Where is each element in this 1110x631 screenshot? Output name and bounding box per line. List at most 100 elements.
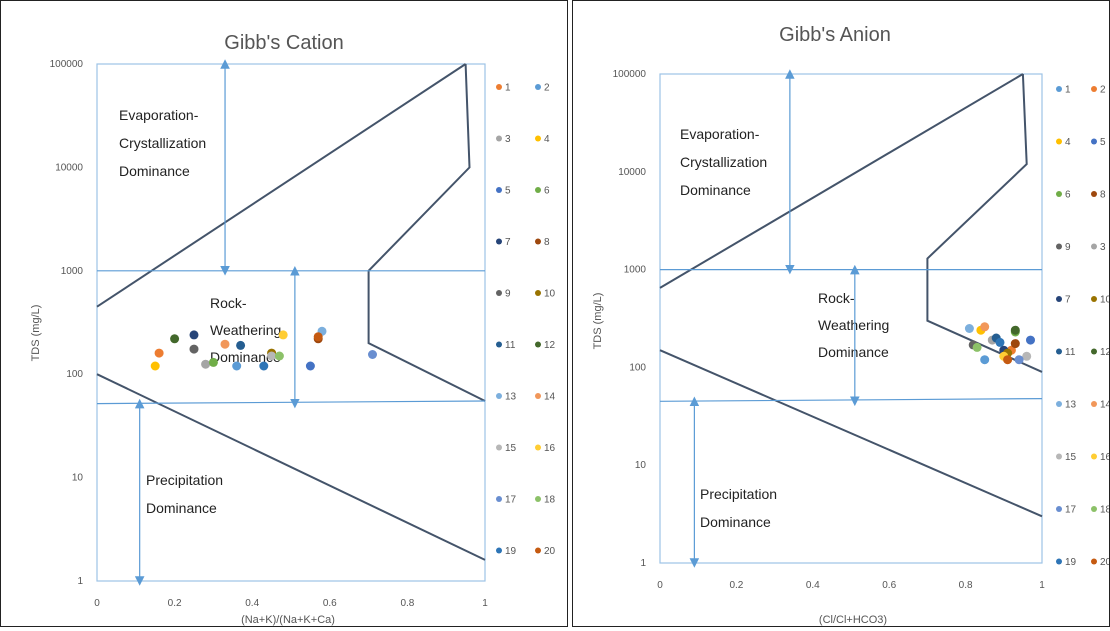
- legend-marker: [1091, 86, 1097, 92]
- x-tick-label: 1: [1039, 580, 1045, 591]
- legend-label: 2: [544, 83, 550, 94]
- legend-label: 11: [1065, 347, 1076, 358]
- svg-text:Evaporation-: Evaporation-: [119, 107, 199, 123]
- legend-label: 19: [1065, 557, 1077, 568]
- legend-label: 1: [1065, 85, 1071, 96]
- cation-chart-svg: Gibb's Cation TDS (mg/L) (Na+K)/(Na+K+Ca…: [30, 32, 556, 626]
- svg-text:Dominance: Dominance: [119, 163, 190, 179]
- data-point: [305, 361, 315, 371]
- legend-marker: [1056, 138, 1062, 145]
- legend-marker: [496, 341, 502, 348]
- legend-marker: [496, 290, 502, 296]
- legend-marker: [535, 135, 541, 142]
- legend-label: 14: [1100, 400, 1109, 411]
- legend-marker: [496, 84, 502, 90]
- legend-label: 5: [1100, 137, 1106, 148]
- legend-label: 7: [505, 237, 511, 248]
- chart-title: Gibb's Cation: [224, 32, 343, 54]
- svg-text:Evaporation-: Evaporation-: [680, 126, 760, 142]
- legend-marker: [1091, 348, 1097, 355]
- y-tick-label: 100000: [613, 69, 647, 80]
- legend-label: 6: [1065, 190, 1071, 201]
- data-point: [267, 351, 277, 361]
- legend-label: 14: [544, 392, 556, 403]
- legend-marker: [1056, 348, 1062, 355]
- legend-label: 7: [1065, 295, 1071, 306]
- legend-marker: [1056, 243, 1062, 250]
- svg-text:Dominance: Dominance: [700, 514, 771, 530]
- legend-label: 15: [1065, 452, 1077, 463]
- legend-marker: [535, 84, 541, 90]
- data-point: [980, 322, 990, 332]
- legend-label: 9: [1065, 242, 1071, 253]
- legend-label: 17: [1065, 505, 1077, 516]
- data-point: [189, 344, 199, 354]
- legend-marker: [535, 341, 541, 348]
- legend-marker: [1056, 506, 1062, 512]
- anion-chart-svg: Gibb's Anion TDS (mg/L) (Cl/Cl+HCO3) Eva…: [592, 24, 1110, 626]
- legend-marker: [1091, 506, 1097, 512]
- legend-label: 9: [505, 289, 511, 300]
- legend-label: 19: [505, 546, 517, 557]
- legend-label: 13: [1065, 400, 1077, 411]
- legend-marker: [535, 496, 541, 502]
- anion-chart-panel: Gibb's Anion TDS (mg/L) (Cl/Cl+HCO3) Eva…: [572, 0, 1110, 627]
- legend-marker: [535, 290, 541, 296]
- y-tick-label: 10: [635, 460, 647, 471]
- plot-frame: [96, 63, 486, 582]
- legend-label: 1: [505, 83, 511, 94]
- svg-text:Dominance: Dominance: [210, 349, 281, 365]
- svg-text:Weathering: Weathering: [818, 317, 889, 333]
- legend-marker: [1056, 86, 1062, 92]
- legend-label: 10: [544, 289, 556, 300]
- y-tick-label: 10000: [618, 167, 646, 178]
- legend-marker: [496, 238, 502, 245]
- data-point: [995, 337, 1005, 347]
- data-point: [368, 350, 377, 359]
- x-tick-label: 1: [482, 598, 488, 609]
- legend-marker: [1056, 401, 1062, 407]
- x-axis-label: (Cl/Cl+HCO3): [819, 614, 887, 626]
- legend-label: 18: [1100, 505, 1109, 516]
- rock-weathering-region-label: Rock- Weathering Dominance: [818, 290, 889, 360]
- y-tick-label: 10000: [55, 162, 83, 173]
- legend-marker: [1056, 191, 1062, 197]
- x-tick-label: 0.6: [882, 580, 896, 591]
- legend-label: 12: [544, 340, 556, 351]
- svg-text:Dominance: Dominance: [680, 182, 751, 198]
- legend-marker: [1091, 191, 1097, 197]
- legend-label: 6: [544, 186, 550, 197]
- legend-label: 8: [1100, 190, 1106, 201]
- legend-marker: [1091, 558, 1097, 565]
- legend-label: 5: [505, 186, 511, 197]
- legend-marker: [496, 547, 502, 554]
- data-point: [150, 361, 160, 371]
- svg-text:Crystallization: Crystallization: [119, 135, 206, 151]
- svg-text:Precipitation: Precipitation: [146, 472, 223, 488]
- svg-text:Precipitation: Precipitation: [700, 486, 777, 502]
- x-tick-label: 0.4: [245, 598, 259, 609]
- data-point: [1022, 351, 1032, 361]
- data-point: [980, 355, 990, 365]
- legend-marker: [1091, 243, 1097, 250]
- x-axis-label: (Na+K)/(Na+K+Ca): [241, 614, 335, 626]
- legend-marker: [1091, 401, 1097, 407]
- data-point: [201, 359, 211, 369]
- legend-label: 3: [1100, 242, 1106, 253]
- boundary-line: [926, 73, 1043, 373]
- x-tick-label: 0: [657, 580, 663, 591]
- legend-marker: [1091, 296, 1097, 302]
- legend-marker: [496, 393, 502, 399]
- y-tick-label: 100: [66, 369, 83, 380]
- legend-label: 16: [1100, 452, 1109, 463]
- legend-label: 13: [505, 392, 517, 403]
- precipitation-region-label: Precipitation Dominance: [700, 486, 777, 530]
- legend-label: 16: [544, 443, 556, 454]
- data-point: [1010, 325, 1020, 335]
- legend-label: 20: [1100, 557, 1109, 568]
- legend-marker: [496, 496, 502, 502]
- legend-label: 2: [1100, 85, 1106, 96]
- legend-marker: [496, 187, 502, 193]
- boundary-line: [367, 63, 486, 402]
